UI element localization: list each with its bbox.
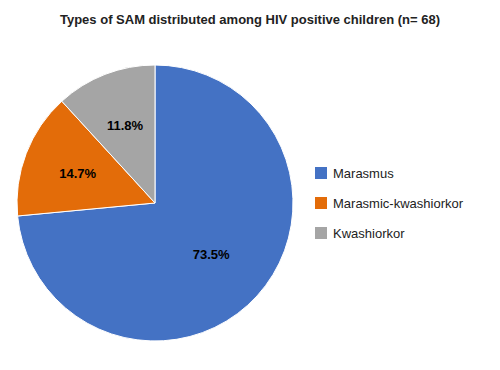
legend-item: Marasmic-kwashiorkor	[315, 196, 464, 211]
legend: Marasmus Marasmic-kwashiorkor Kwashiorkor	[315, 166, 464, 241]
legend-swatch	[315, 167, 327, 179]
title: Types of SAM distributed among HIV posit…	[60, 12, 440, 27]
legend-item: Kwashiorkor	[315, 226, 405, 241]
data-label: 73.5%	[193, 247, 230, 262]
slice	[18, 65, 293, 341]
legend-swatch	[315, 227, 327, 239]
legend-label: Marasmic-kwashiorkor	[333, 196, 464, 211]
legend-label: Marasmus	[333, 166, 394, 181]
legend-swatch	[315, 197, 327, 209]
chart: Types of SAM distributed among HIV posit…	[0, 0, 500, 370]
data-label: 11.8%	[107, 118, 144, 133]
pie	[17, 65, 293, 341]
data-labels: 73.5% 14.7% 11.8%	[59, 118, 230, 261]
slice	[62, 65, 155, 203]
legend-item: Marasmus	[315, 166, 394, 181]
data-label: 14.7%	[59, 166, 96, 181]
legend-label: Kwashiorkor	[333, 226, 405, 241]
